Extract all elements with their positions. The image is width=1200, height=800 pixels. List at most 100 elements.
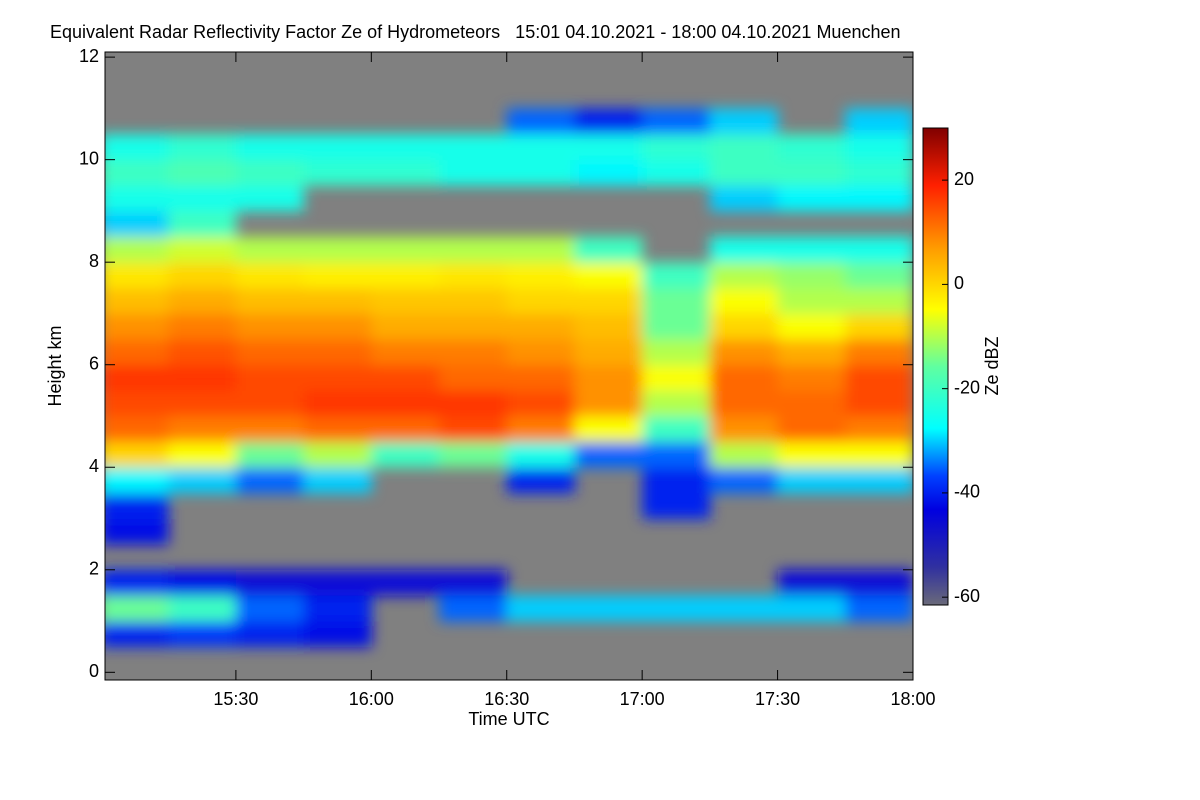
heatmap-cell bbox=[439, 236, 508, 263]
heatmap-cell bbox=[235, 467, 305, 494]
heatmap-cell bbox=[574, 390, 643, 417]
heatmap-cell bbox=[303, 467, 372, 494]
heatmap-cell bbox=[845, 595, 913, 622]
heatmap-cell bbox=[574, 415, 643, 443]
heatmap-cell bbox=[574, 159, 643, 186]
y-tick-label: 2 bbox=[89, 559, 99, 579]
heatmap-cell bbox=[845, 313, 913, 340]
heatmap-cell bbox=[642, 262, 711, 289]
heatmap-cell bbox=[709, 134, 779, 161]
heatmap-cell bbox=[709, 339, 779, 366]
heatmap-cell bbox=[439, 569, 508, 596]
heatmap-cell bbox=[845, 236, 913, 263]
heatmap-cell bbox=[777, 595, 846, 622]
heatmap-cell bbox=[845, 262, 913, 289]
heatmap-cell bbox=[303, 364, 372, 391]
heatmap-cell bbox=[642, 134, 711, 161]
heatmap-cell bbox=[709, 441, 779, 468]
heatmap-cell bbox=[642, 108, 711, 135]
heatmap-cell bbox=[642, 441, 711, 468]
heatmap-cell bbox=[168, 339, 237, 366]
colorbar-tick-label: -40 bbox=[954, 482, 980, 502]
heatmap-cell bbox=[235, 313, 305, 340]
heatmap-cell bbox=[642, 390, 711, 417]
heatmap-cell bbox=[777, 262, 846, 289]
heatmap-cell bbox=[371, 287, 440, 314]
heatmap-cell bbox=[439, 159, 508, 186]
heatmap-cell bbox=[235, 595, 305, 622]
x-tick-label: 18:00 bbox=[890, 689, 935, 709]
heatmap-cell bbox=[845, 159, 913, 186]
heatmap-cell bbox=[235, 287, 305, 314]
heatmap-cell bbox=[574, 595, 643, 622]
heatmap-cell bbox=[105, 236, 169, 263]
heatmap-cell bbox=[439, 262, 508, 289]
heatmap-cell bbox=[303, 621, 372, 648]
heatmap-cell bbox=[845, 569, 913, 596]
heatmap-cell bbox=[709, 364, 779, 391]
heatmap-cell bbox=[371, 159, 440, 186]
heatmap-cell bbox=[235, 339, 305, 366]
colorbar-label: Ze dBZ bbox=[982, 336, 1002, 395]
heatmap-cell bbox=[845, 467, 913, 494]
heatmap-cell bbox=[235, 134, 305, 161]
heatmap-cell bbox=[371, 134, 440, 161]
heatmap-cell bbox=[777, 441, 846, 468]
heatmap-cell bbox=[709, 236, 779, 263]
heatmap-cell bbox=[303, 159, 372, 186]
heatmap-cell bbox=[777, 415, 846, 443]
heatmap-cell bbox=[303, 390, 372, 417]
heatmap-cell bbox=[709, 185, 779, 212]
heatmap-cell bbox=[371, 236, 440, 263]
heatmap-cell bbox=[506, 287, 575, 314]
heatmap-cell bbox=[506, 108, 575, 135]
heatmap-cell bbox=[105, 390, 169, 417]
chart-title: Equivalent Radar Reflectivity Factor Ze … bbox=[50, 22, 901, 42]
heatmap-cell bbox=[642, 313, 711, 340]
y-tick-label: 10 bbox=[79, 148, 99, 168]
heatmap-cell bbox=[303, 262, 372, 289]
heatmap-cell bbox=[235, 621, 305, 648]
heatmap-cell bbox=[845, 134, 913, 161]
heatmap-cell bbox=[439, 313, 508, 340]
heatmap-cell bbox=[303, 313, 372, 340]
heatmap-cell bbox=[235, 390, 305, 417]
heatmap-cell bbox=[439, 339, 508, 366]
colorbar bbox=[922, 127, 949, 606]
heatmap-cell bbox=[235, 159, 305, 186]
heatmap-cell bbox=[439, 595, 508, 622]
heatmap-cell bbox=[709, 390, 779, 417]
heatmap-cell bbox=[168, 313, 237, 340]
heatmap-cell bbox=[777, 287, 846, 314]
heatmap-cell bbox=[371, 441, 440, 468]
x-axis-label: Time UTC bbox=[468, 709, 549, 729]
heatmap-cell bbox=[303, 287, 372, 314]
heatmap-cell bbox=[642, 364, 711, 391]
heatmap-cell bbox=[105, 415, 169, 443]
heatmap-cell bbox=[371, 313, 440, 340]
heatmap-cell bbox=[506, 595, 575, 622]
heatmap-cell bbox=[506, 236, 575, 263]
heatmap-cell bbox=[371, 339, 440, 366]
heatmap-cell bbox=[105, 518, 169, 545]
heatmap-cell bbox=[439, 134, 508, 161]
heatmap-cell bbox=[845, 441, 913, 468]
heatmap-cell bbox=[303, 236, 372, 263]
heatmap-cell bbox=[105, 467, 169, 494]
heatmap-cell bbox=[439, 415, 508, 443]
heatmap-cell bbox=[642, 339, 711, 366]
heatmap-cell bbox=[235, 262, 305, 289]
heatmap-cell bbox=[777, 339, 846, 366]
heatmap-cell bbox=[506, 134, 575, 161]
y-tick-label: 8 bbox=[89, 251, 99, 271]
heatmap-cell bbox=[105, 339, 169, 366]
heatmap-cell bbox=[105, 364, 169, 391]
heatmap-cell bbox=[777, 313, 846, 340]
heatmap-cell bbox=[506, 159, 575, 186]
heatmap-cell bbox=[303, 569, 372, 596]
heatmap-cell bbox=[574, 262, 643, 289]
heatmap-cell bbox=[777, 467, 846, 494]
y-tick-label: 0 bbox=[89, 661, 99, 681]
y-tick-label: 6 bbox=[89, 353, 99, 373]
